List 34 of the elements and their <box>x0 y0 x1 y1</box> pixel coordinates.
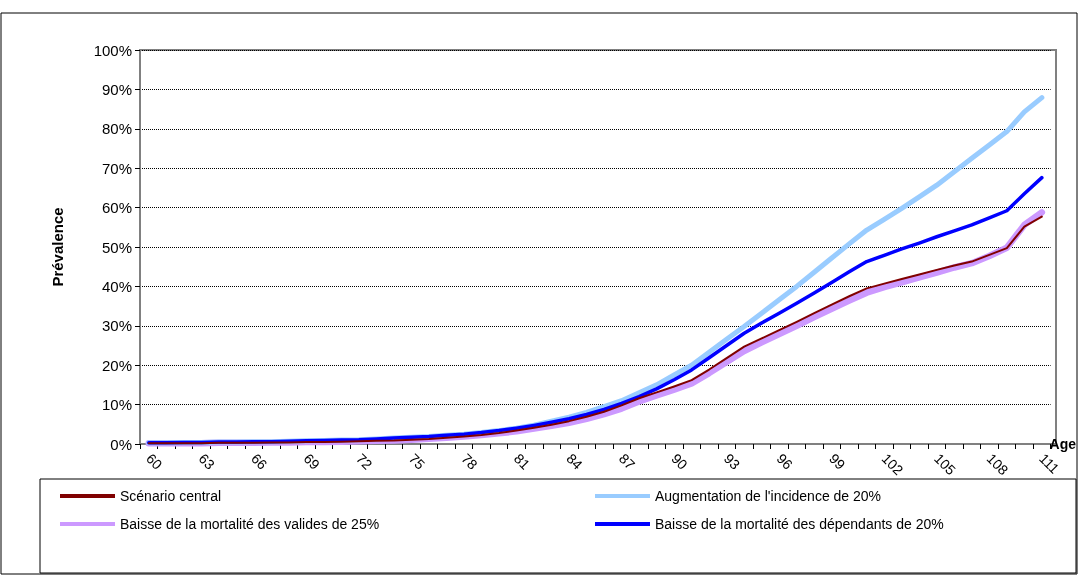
legend-label: Augmentation de l'incidence de 20% <box>655 488 882 504</box>
x-tick-label: 99 <box>826 450 849 473</box>
x-axis-title: Age <box>1049 436 1077 452</box>
x-tick-label: 78 <box>458 450 481 473</box>
y-tick-label: 50% <box>101 238 132 256</box>
y-tick-label: 40% <box>101 277 132 295</box>
x-tick-label: 60 <box>143 450 166 473</box>
x-tick-label: 102 <box>878 450 907 479</box>
x-tick-label: 81 <box>510 450 534 473</box>
legend-label: Scénario central <box>120 488 222 504</box>
x-tick-label: 84 <box>563 450 586 473</box>
x-tick-label: 75 <box>405 450 429 473</box>
x-tick-label: 105 <box>931 450 960 479</box>
x-tick-label: 72 <box>353 450 376 473</box>
y-tick-label: 100% <box>93 41 132 59</box>
x-tick-label: 69 <box>300 450 324 473</box>
x-tick-label: 87 <box>615 450 639 473</box>
x-tick-label: 108 <box>983 450 1012 479</box>
x-tick-label: 66 <box>248 450 271 473</box>
y-tick-label: 0% <box>110 435 132 453</box>
y-tick-label: 10% <box>101 396 132 414</box>
y-tick-label: 60% <box>101 199 132 217</box>
y-axis-title: Prévalence <box>49 207 66 287</box>
x-tick-label: 96 <box>773 450 796 473</box>
y-tick-label: 30% <box>101 317 132 335</box>
y-tick-label: 90% <box>101 80 132 98</box>
y-tick-label: 80% <box>101 120 132 138</box>
y-tick-label: 20% <box>101 356 132 374</box>
x-tick-label: 63 <box>195 450 219 473</box>
legend-label: Baisse de la mortalité des valides de 25% <box>120 516 380 532</box>
x-tick-label: 90 <box>668 450 691 473</box>
x-tick-label: 93 <box>720 450 744 473</box>
legend-label: Baisse de la mortalité des dépendants de 20% <box>655 516 944 532</box>
y-tick-label: 70% <box>101 159 132 177</box>
